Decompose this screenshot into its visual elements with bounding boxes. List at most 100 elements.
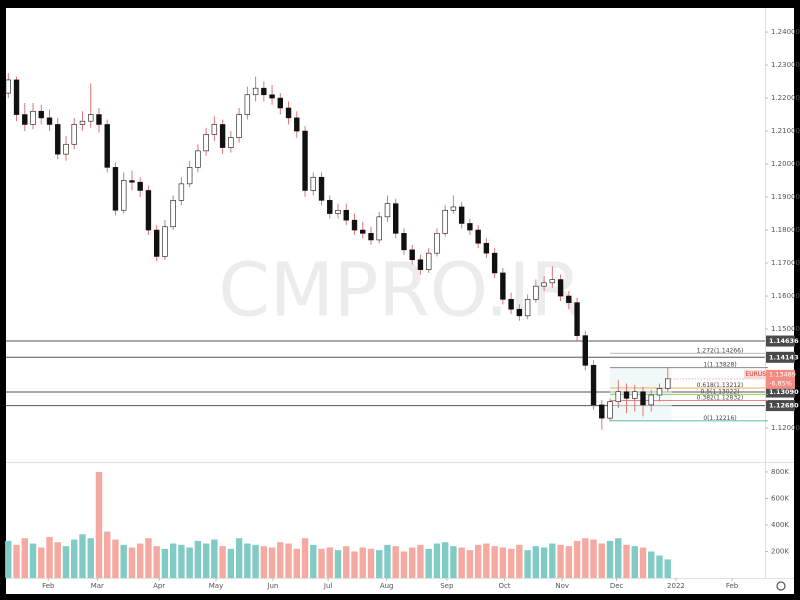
volume-bar bbox=[326, 547, 333, 578]
candle-body bbox=[434, 233, 440, 254]
volume-bar bbox=[483, 543, 490, 578]
candle-body bbox=[22, 114, 28, 125]
volume-bar bbox=[417, 544, 424, 578]
candle-body bbox=[524, 299, 531, 317]
candle-body bbox=[516, 308, 523, 317]
last-price-badge bbox=[766, 369, 795, 389]
level-label: 1.12680 bbox=[769, 402, 799, 410]
volume-bar bbox=[38, 547, 45, 578]
candle-body bbox=[483, 242, 490, 254]
volume-bar bbox=[376, 550, 383, 578]
volume-tick-label: 800K bbox=[771, 468, 789, 476]
candle-body bbox=[500, 272, 506, 300]
candle-body bbox=[318, 176, 325, 201]
volume-bar bbox=[268, 547, 276, 578]
candle-body bbox=[294, 117, 300, 132]
candle-body bbox=[335, 209, 341, 214]
candle-body bbox=[467, 223, 473, 231]
candle-body bbox=[549, 279, 556, 284]
candle-body bbox=[665, 378, 671, 389]
volume-bar bbox=[598, 543, 605, 578]
x-tick-label: Mar bbox=[91, 582, 104, 590]
candle-body bbox=[203, 134, 209, 152]
volume-bar bbox=[557, 544, 564, 578]
volume-bar bbox=[425, 548, 432, 578]
level-label: 1.14143 bbox=[769, 353, 799, 361]
volume-bar bbox=[71, 539, 78, 578]
candle-body bbox=[96, 114, 102, 125]
volume-bar bbox=[359, 547, 366, 578]
volume-bar bbox=[136, 543, 144, 578]
candle-body bbox=[120, 180, 127, 211]
candle-body bbox=[178, 183, 185, 201]
volume-bar bbox=[120, 544, 127, 578]
candle-body bbox=[310, 176, 316, 191]
y-tick-label: 1.17000 bbox=[771, 259, 800, 267]
volume-bar bbox=[169, 543, 177, 578]
volume-bar bbox=[227, 548, 235, 578]
candle-body bbox=[153, 229, 160, 257]
candle-body bbox=[475, 229, 481, 244]
x-tick-label: Sep bbox=[440, 582, 454, 590]
candle-body bbox=[129, 180, 135, 183]
candle-body bbox=[302, 130, 308, 191]
settings-gear[interactable] bbox=[776, 581, 786, 591]
volume-bar bbox=[343, 546, 350, 578]
candle-body bbox=[195, 150, 201, 168]
volume-bar bbox=[301, 538, 309, 578]
level-badge bbox=[766, 400, 795, 412]
fib-label: 0.382(1.12832) bbox=[697, 395, 744, 402]
volume-bar bbox=[466, 550, 474, 578]
candle-body bbox=[632, 391, 638, 399]
volume-bar bbox=[334, 550, 342, 578]
volume-bar bbox=[351, 551, 358, 578]
volume-bar bbox=[540, 547, 548, 578]
candle-body bbox=[425, 252, 432, 270]
y-tick-label: 1.18000 bbox=[771, 226, 800, 234]
volume-bar bbox=[293, 548, 301, 578]
volume-bar bbox=[104, 531, 111, 578]
volume-bar bbox=[161, 548, 169, 578]
volume-bar bbox=[153, 546, 160, 578]
candle-body bbox=[277, 97, 284, 109]
settings-icon[interactable] bbox=[776, 581, 786, 591]
volume-bar bbox=[21, 538, 28, 578]
x-tick-label: Apr bbox=[153, 582, 165, 590]
y-tick-label: 1.16000 bbox=[771, 292, 800, 300]
volume-bar bbox=[400, 551, 408, 578]
candle-body bbox=[590, 365, 597, 406]
y-tick-label: 1.19000 bbox=[771, 193, 800, 201]
volume-tick-label: 600K bbox=[771, 494, 789, 502]
candle-body bbox=[656, 388, 663, 396]
volume-bar bbox=[219, 546, 226, 578]
candle-body bbox=[137, 181, 143, 191]
x-tick-label: Oct bbox=[498, 582, 510, 590]
candle-body bbox=[13, 79, 20, 115]
y-tick-label: 1.24000 bbox=[771, 28, 800, 36]
volume-bar bbox=[128, 547, 136, 578]
candle-body bbox=[450, 206, 457, 211]
volume-bar bbox=[277, 542, 284, 578]
volume-bar bbox=[54, 542, 61, 578]
level-label: 1.14636 bbox=[769, 337, 799, 345]
candle-body bbox=[508, 299, 514, 310]
candle-body bbox=[417, 259, 424, 270]
volume-bar bbox=[648, 551, 655, 578]
candle-body bbox=[145, 190, 152, 231]
y-tick-label: 1.20000 bbox=[771, 160, 800, 168]
volume-bar bbox=[565, 546, 573, 578]
volume-bar bbox=[285, 543, 292, 578]
watermark: CMPRO.IR bbox=[218, 248, 582, 334]
candle-body bbox=[252, 87, 259, 96]
candle-body bbox=[615, 391, 621, 402]
volume-bar bbox=[112, 539, 119, 578]
volume-bar bbox=[409, 547, 416, 578]
volume-bar bbox=[252, 544, 259, 578]
candle-body bbox=[376, 216, 382, 241]
volume-bar bbox=[244, 543, 251, 578]
volume-bar bbox=[590, 539, 597, 578]
candle-body bbox=[38, 110, 44, 119]
volume-bar bbox=[29, 543, 37, 578]
